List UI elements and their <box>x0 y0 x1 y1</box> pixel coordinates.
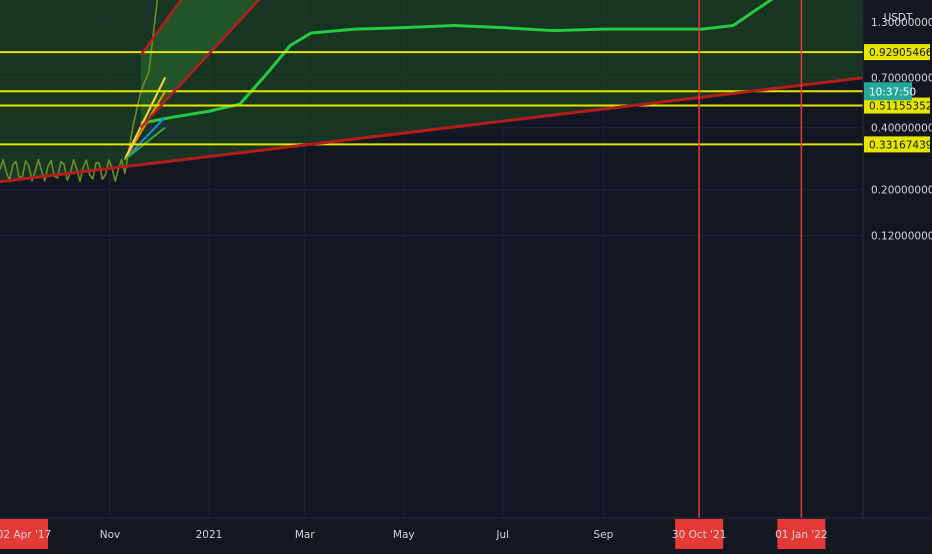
price-series <box>0 0 159 182</box>
price-tag[interactable] <box>864 82 912 101</box>
fan-line <box>123 116 166 161</box>
time-tick-label: 2021 <box>196 529 223 541</box>
level-lines <box>0 51 863 146</box>
level-tag-label: 0.33167439 <box>869 139 932 151</box>
time-tick-label: Mar <box>295 529 315 541</box>
price-tag-label: 10:37:50 <box>869 86 916 98</box>
price-tick-label: 0.70000000 <box>871 72 932 84</box>
time-tick-label: Sep <box>593 529 613 541</box>
time-tick-label: May <box>393 529 415 541</box>
moving-average-green <box>140 0 774 125</box>
date-marker-label: 02 Apr '17 <box>0 529 51 541</box>
trend-lines <box>0 0 864 184</box>
price-tick-label: 0.12000000 <box>871 230 932 242</box>
rising-channel-line[interactable] <box>139 0 394 129</box>
level-tag[interactable] <box>864 136 930 153</box>
price-tick-label: 1.30000000 <box>871 17 932 29</box>
level-tag-label: 0.51155352 <box>869 101 932 113</box>
lower-trendline[interactable] <box>0 76 864 184</box>
date-marker-tag[interactable] <box>777 519 826 549</box>
level-tag[interactable] <box>864 97 930 114</box>
price-axis[interactable]: 300150.0000000070.0000000040.0000000020.… <box>864 0 932 242</box>
date-marker-label: 30 Oct '21 <box>672 529 726 541</box>
level-tag-label: 0.92905466 <box>869 47 932 59</box>
fan-line <box>123 90 167 161</box>
price-tick-label: 0.40000000 <box>871 123 932 135</box>
time-tick-label: Nov <box>100 529 121 541</box>
date-marker-label: 01 Jan '22 <box>775 529 827 541</box>
time-axis[interactable]: Nov 2021 Mar May Jul Sep 02 Apr '17 30 Oct '21 0… <box>0 519 828 549</box>
date-marker-tag[interactable] <box>0 519 48 549</box>
level-tag[interactable] <box>864 44 930 61</box>
date-marker-tag[interactable] <box>675 519 724 549</box>
currency-label: USDT <box>884 12 913 24</box>
time-axis-panel <box>0 518 932 550</box>
date-marker-lines <box>698 0 803 518</box>
price-tick-label: 0.20000000 <box>871 185 932 197</box>
time-tick-label: Jul <box>495 529 509 541</box>
